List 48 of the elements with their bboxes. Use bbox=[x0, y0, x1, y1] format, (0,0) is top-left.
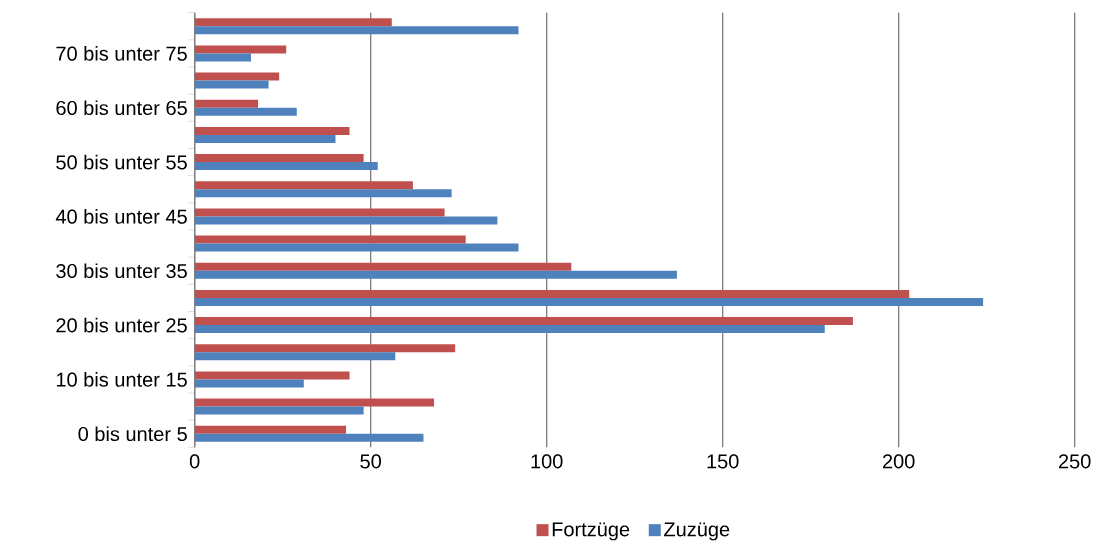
y-tick-label: 10 bis unter 15 bbox=[56, 372, 187, 387]
bar bbox=[194, 235, 466, 244]
x-tick-label: 0 bbox=[189, 454, 200, 469]
bar bbox=[194, 80, 269, 89]
bar bbox=[194, 99, 259, 108]
bar bbox=[194, 72, 280, 81]
bar bbox=[194, 406, 364, 415]
y-tick-label: 70 bis unter 75 bbox=[56, 46, 187, 61]
bar bbox=[194, 425, 347, 434]
bar bbox=[194, 162, 378, 171]
legend-label: Zuzüge bbox=[664, 522, 730, 541]
bar bbox=[194, 379, 304, 388]
y-tick-label: 20 bis unter 25 bbox=[56, 317, 187, 333]
y-tick-label: 30 bis unter 35 bbox=[56, 263, 187, 279]
bar bbox=[194, 208, 445, 217]
legend-label: Fortzüge bbox=[552, 522, 630, 541]
bar bbox=[194, 297, 984, 306]
bar bbox=[194, 134, 336, 143]
bar bbox=[194, 26, 519, 35]
bar bbox=[194, 216, 498, 225]
x-tick-label: 50 bbox=[360, 454, 381, 469]
y-tick-label: 40 bis unter 45 bbox=[55, 209, 187, 224]
x-tick-label: 250 bbox=[1058, 454, 1091, 469]
bar bbox=[194, 344, 456, 353]
y-tick-label: 0 bis unter 5 bbox=[78, 426, 187, 442]
bar bbox=[194, 352, 396, 361]
bar bbox=[194, 53, 251, 62]
bar bbox=[194, 317, 853, 326]
y-tick-label: 60 bis unter 65 bbox=[56, 100, 187, 116]
bar bbox=[194, 325, 825, 334]
bar bbox=[194, 398, 435, 407]
bar bbox=[194, 243, 519, 252]
bar bbox=[194, 45, 287, 54]
bar bbox=[194, 289, 910, 298]
bar bbox=[194, 270, 677, 279]
x-tick-label: 100 bbox=[531, 454, 563, 469]
bar bbox=[194, 262, 572, 271]
bar bbox=[194, 433, 424, 442]
bar bbox=[194, 18, 392, 27]
x-tick-label: 200 bbox=[882, 454, 915, 469]
bar bbox=[194, 126, 350, 135]
bar bbox=[194, 107, 297, 116]
x-tick-label: 150 bbox=[707, 454, 739, 469]
bar bbox=[194, 154, 364, 163]
bar bbox=[194, 371, 350, 380]
bar bbox=[194, 181, 413, 190]
y-tick-label: 50 bis unter 55 bbox=[56, 154, 187, 170]
bar bbox=[194, 189, 452, 198]
